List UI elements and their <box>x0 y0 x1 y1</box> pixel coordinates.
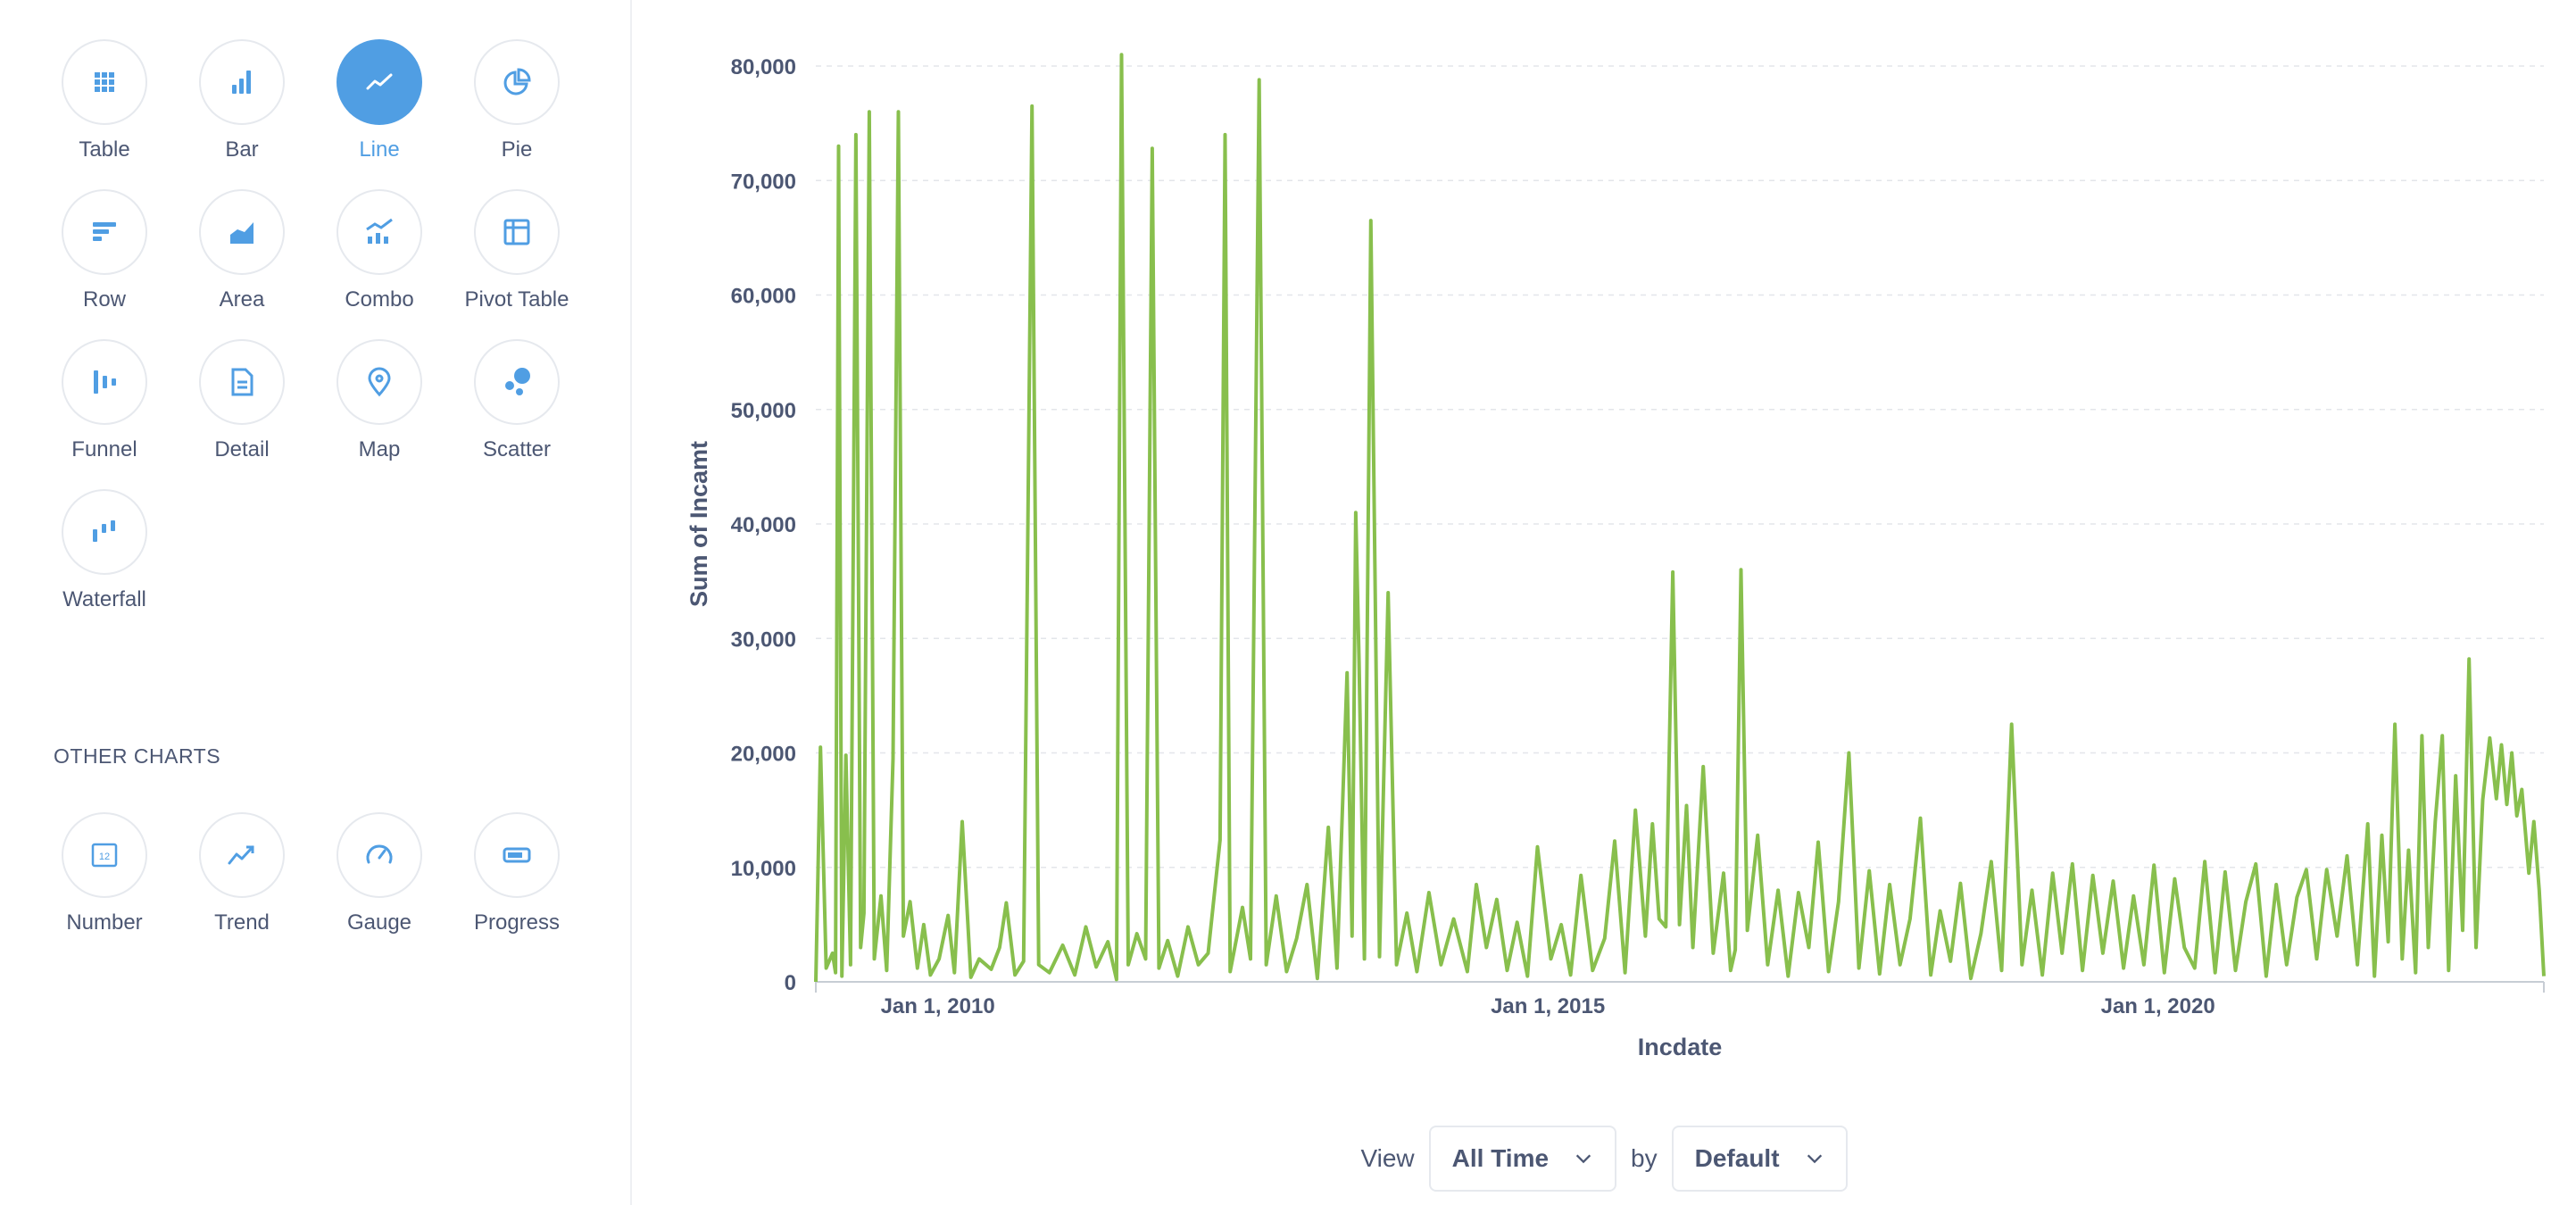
x-tick-label: Jan 1, 2015 <box>1491 994 1605 1018</box>
chart-type-map[interactable]: Map <box>311 339 448 462</box>
table-icon <box>62 39 147 125</box>
chart-type-line[interactable]: Line <box>311 39 448 162</box>
other-type-trend[interactable]: Trend <box>173 812 311 935</box>
time-range-select[interactable]: All Time <box>1428 1126 1617 1192</box>
by-label: by <box>1631 1144 1658 1172</box>
x-tick-label: Jan 1, 2010 <box>881 994 995 1018</box>
chart-type-label: Funnel <box>71 437 137 461</box>
chevron-down-icon <box>1575 1154 1591 1164</box>
detail-icon <box>199 339 285 425</box>
chart-type-label: Gauge <box>346 910 412 935</box>
chart-type-pie[interactable]: Pie <box>448 39 586 162</box>
visualization-type-sidebar: Table Bar Line Pie Row Area Combo Pivot Table Fu… <box>0 0 632 1205</box>
chart-type-label: Waterfall <box>62 587 146 611</box>
chart-type-label: Progress <box>473 910 561 935</box>
chart-type-label: Pivot Table <box>464 287 569 312</box>
chart-type-detail[interactable]: Detail <box>173 339 311 462</box>
chart-type-label: Line <box>359 137 400 162</box>
chart-type-label: Detail <box>214 437 270 461</box>
chart-type-table[interactable]: Table <box>36 39 173 162</box>
svg-text:12: 12 <box>99 852 110 862</box>
chart-type-label: Scatter <box>482 437 552 461</box>
combo-chart-icon <box>337 189 422 275</box>
chart-type-label: Pie <box>501 137 533 162</box>
x-axis-title: Incdate <box>1638 1034 1723 1060</box>
chart-type-grid: Table Bar Line Pie Row Area Combo Pivot Table Fu… <box>36 39 589 612</box>
x-tick-label: Jan 1, 2020 <box>2101 994 2215 1018</box>
chart-type-label: Row <box>82 287 126 312</box>
chart-type-label: Map <box>358 437 401 461</box>
chart-type-scatter[interactable]: Scatter <box>448 339 586 462</box>
y-tick-label: 80,000 <box>731 55 796 79</box>
other-chart-type-grid: 12 Number Trend Gauge Progress <box>36 812 589 935</box>
map-pin-icon <box>337 339 422 425</box>
granularity-select[interactable]: Default <box>1671 1126 1848 1192</box>
other-charts-heading: OTHER CHARTS <box>54 744 221 768</box>
y-tick-label: 20,000 <box>731 743 796 767</box>
chart-type-funnel[interactable]: Funnel <box>36 339 173 462</box>
waterfall-icon <box>62 489 147 575</box>
y-tick-label: 40,000 <box>731 513 796 537</box>
other-type-number[interactable]: 12 Number <box>36 812 173 935</box>
series-line <box>814 53 2546 983</box>
area-chart-icon <box>199 189 285 275</box>
progress-icon <box>474 812 560 898</box>
chart-type-pivot-table[interactable]: Pivot Table <box>448 189 586 312</box>
bar-chart-icon <box>199 39 285 125</box>
gauge-icon <box>337 812 422 898</box>
chart-type-area[interactable]: Area <box>173 189 311 312</box>
granularity-value: Default <box>1694 1144 1780 1172</box>
other-type-progress[interactable]: Progress <box>448 812 586 935</box>
chart-type-bar[interactable]: Bar <box>173 39 311 162</box>
chevron-down-icon <box>1807 1154 1822 1164</box>
time-controls: View All Time by Default <box>632 1123 2576 1194</box>
chart-type-label: Combo <box>345 287 414 312</box>
chart-type-combo[interactable]: Combo <box>311 189 448 312</box>
pivot-table-icon <box>474 189 560 275</box>
time-range-value: All Time <box>1451 1144 1550 1172</box>
y-tick-label: 30,000 <box>731 627 796 652</box>
view-label: View <box>1360 1144 1415 1172</box>
y-tick-label: 0 <box>785 971 796 995</box>
chart-type-label: Trend <box>214 910 270 935</box>
trend-icon <box>199 812 285 898</box>
y-tick-label: 10,000 <box>731 857 796 881</box>
y-tick-label: 50,000 <box>731 399 796 423</box>
chart-type-row[interactable]: Row <box>36 189 173 312</box>
y-axis-title: Sum of Incamt <box>686 441 712 607</box>
chart-type-label: Table <box>79 137 130 162</box>
chart-type-label: Number <box>66 910 143 935</box>
chart-type-waterfall[interactable]: Waterfall <box>36 489 173 612</box>
line-chart: 0 10,000 20,000 30,000 40,000 50,000 60,000 70,… <box>686 53 2546 1060</box>
y-tick-label: 60,000 <box>731 285 796 309</box>
number-icon: 12 <box>62 812 147 898</box>
other-type-gauge[interactable]: Gauge <box>311 812 448 935</box>
row-chart-icon <box>62 189 147 275</box>
chart-panel: 0 10,000 20,000 30,000 40,000 50,000 60,000 70,… <box>632 0 2576 1205</box>
pie-chart-icon <box>474 39 560 125</box>
chart-type-label: Area <box>219 287 265 312</box>
y-tick-label: 70,000 <box>731 170 796 194</box>
funnel-icon <box>62 339 147 425</box>
chart-type-label: Bar <box>225 137 259 162</box>
scatter-icon <box>474 339 560 425</box>
line-chart-icon <box>337 39 422 125</box>
